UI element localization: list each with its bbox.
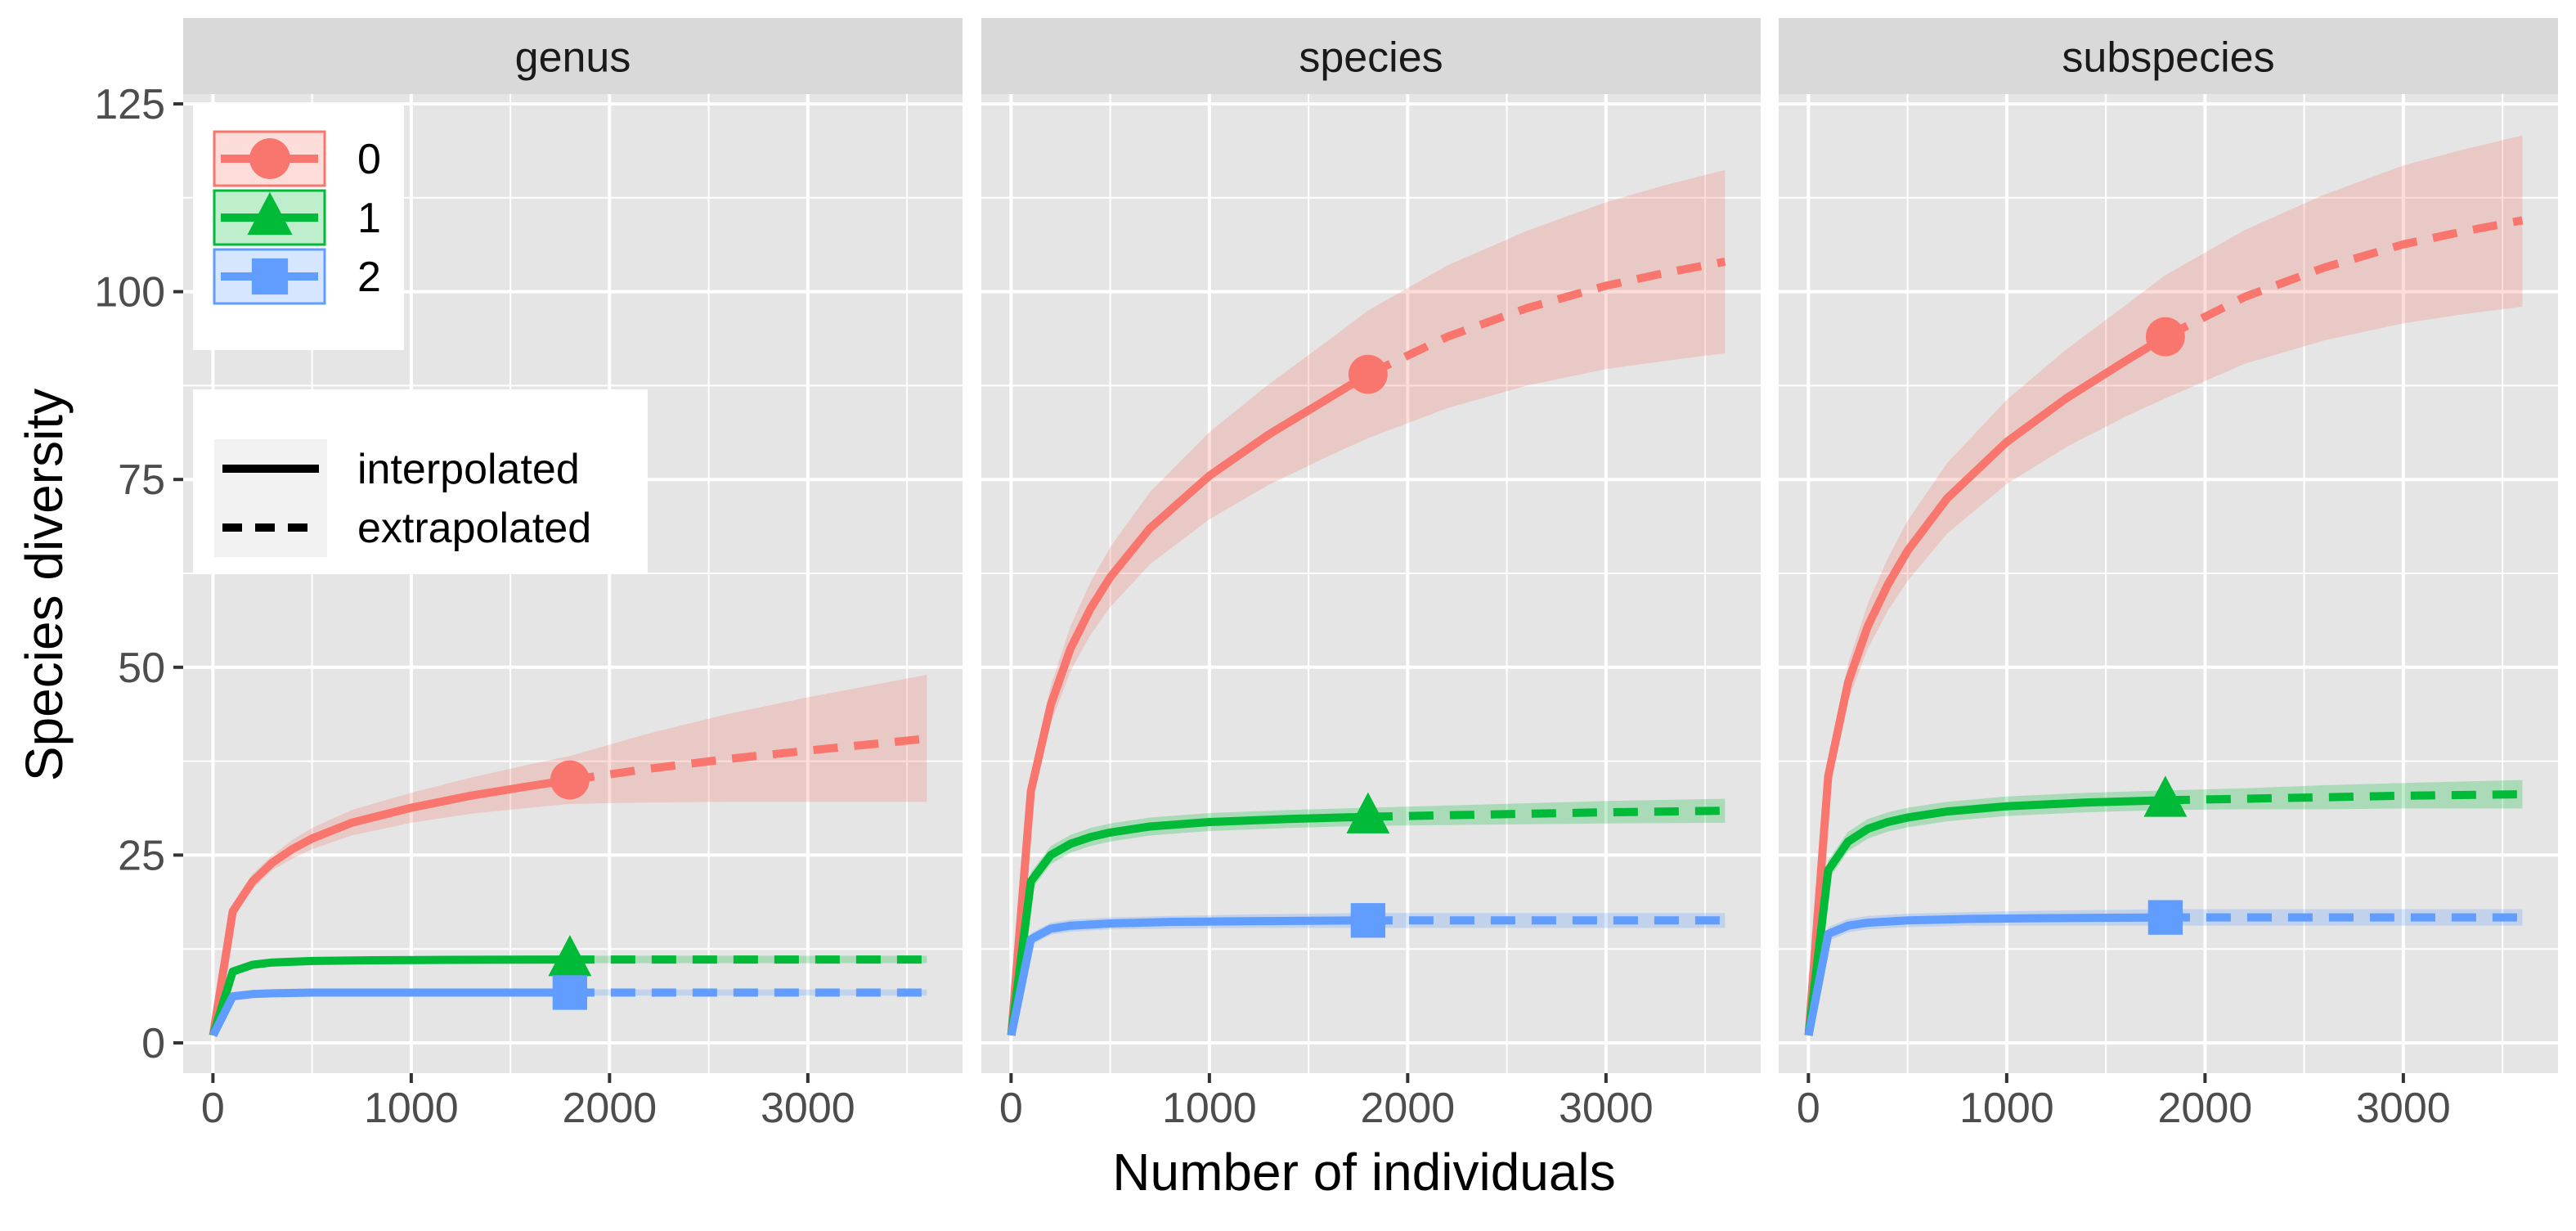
legend: 0 1 2 interpolated extrapolated [193, 105, 648, 573]
line-interpolated-order-2 [209, 988, 570, 1038]
line-interpolated-order-2 [1007, 916, 1368, 1036]
y-tick-label: 0 [141, 1020, 165, 1067]
facet-strip [981, 18, 1761, 94]
x-tick-label: 2000 [2158, 1085, 2253, 1132]
y-tick-label: 25 [118, 832, 165, 879]
y-tick-label: 50 [118, 645, 165, 692]
line-extrapolated-order-1 [1367, 806, 1726, 821]
line-extrapolated-order-1 [2165, 790, 2523, 805]
ribbon-order-0 [1808, 135, 2523, 1036]
facet-strip-label: genus [515, 34, 631, 82]
facet-strip [183, 18, 963, 94]
y-axis-title: Species diversity [15, 389, 74, 781]
x-tick-label: 1000 [1959, 1085, 2054, 1132]
x-tick-label: 3000 [2356, 1085, 2451, 1132]
reference-point-order-1 [1346, 792, 1390, 833]
x-axis-title: Number of individuals [1112, 1143, 1615, 1202]
legend-method-label: extrapolated [357, 505, 591, 552]
y-tick-label: 100 [94, 269, 165, 317]
y-tick-label: 75 [118, 456, 165, 504]
line-extrapolated-order-0 [1366, 257, 1726, 379]
x-tick-label: 2000 [1361, 1085, 1456, 1132]
facet-panel-subspecies: subspecies [1779, 18, 2558, 1073]
line-interpolated-order-0 [209, 775, 571, 1036]
legend-order-label: 1 [357, 195, 381, 242]
line-interpolated-order-1 [1007, 812, 1369, 1036]
reference-point-order-0 [1348, 354, 1388, 394]
reference-point-order-0 [550, 760, 590, 800]
x-tick-label: 0 [999, 1085, 1023, 1132]
legend-square-icon [251, 258, 289, 295]
reference-point-order-2 [2147, 900, 2183, 935]
facet-panel-species: species [981, 18, 1761, 1073]
ribbon-order-1 [1011, 798, 1726, 1036]
x-tick-label: 3000 [761, 1085, 855, 1132]
x-tick-label: 0 [201, 1085, 225, 1132]
reference-point-order-0 [2145, 317, 2185, 357]
line-interpolated-order-1 [1804, 796, 2166, 1036]
legend-circle-icon [249, 138, 290, 179]
reference-point-order-1 [548, 935, 592, 977]
facet-strip-label: species [1299, 34, 1443, 82]
line-interpolated-order-2 [1804, 913, 2165, 1036]
line-interpolated-order-0 [1007, 371, 1371, 1036]
x-tick-label: 3000 [1559, 1085, 1654, 1132]
x-tick-label: 0 [1797, 1085, 1820, 1132]
line-extrapolated-order-0 [569, 735, 927, 784]
legend-order-label: 2 [357, 254, 381, 301]
ribbon-order-1 [1808, 779, 2523, 1036]
line-interpolated-order-1 [209, 955, 570, 1037]
facet-strip [1779, 18, 2558, 94]
reference-point-order-2 [1350, 903, 1386, 938]
x-tick-label: 1000 [364, 1085, 459, 1132]
reference-point-order-1 [2143, 775, 2188, 817]
y-tick-label: 125 [94, 81, 165, 128]
line-interpolated-order-0 [1804, 333, 2168, 1036]
legend-order-label: 0 [357, 136, 381, 183]
legend-order-background [193, 105, 404, 350]
facet-strip-label: subspecies [2062, 34, 2274, 82]
ribbon-order-0 [213, 675, 927, 1036]
legend-method-label: interpolated [357, 446, 580, 493]
x-tick-label: 1000 [1162, 1085, 1257, 1132]
reference-point-order-2 [552, 975, 588, 1010]
ribbon-order-0 [1011, 169, 1726, 1036]
legend-order: 0 1 2 [193, 105, 404, 350]
x-axis: 0 1000 2000 3000 0 1000 2000 3000 0 1000 2000 3000 [201, 1073, 2451, 1132]
x-tick-label: 2000 [563, 1085, 657, 1132]
line-extrapolated-order-0 [2163, 216, 2524, 341]
legend-triangle-icon [247, 191, 293, 236]
legend-method: interpolated extrapolated [193, 389, 648, 573]
y-axis: 0 25 50 75 100 125 [94, 81, 183, 1067]
